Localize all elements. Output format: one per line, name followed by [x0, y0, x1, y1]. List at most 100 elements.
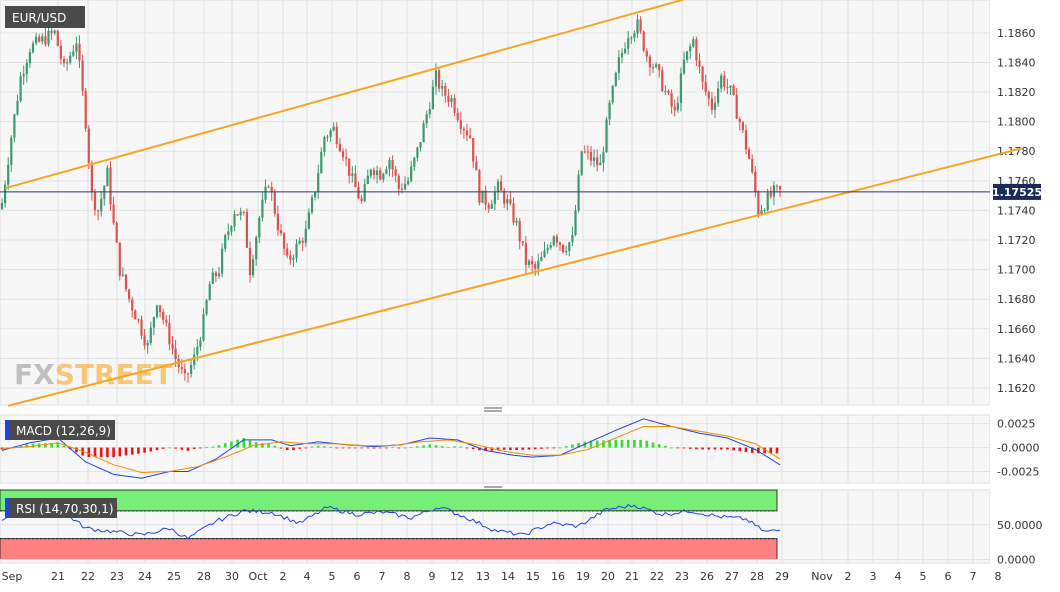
candle-body [676, 102, 679, 111]
candle-body [624, 48, 627, 54]
macd-histogram-bar [726, 447, 729, 450]
candle-body [264, 186, 267, 200]
macd-histogram-bar [639, 439, 642, 448]
candle-body [233, 214, 236, 227]
candle-body [775, 185, 779, 187]
macd-histogram-bar [434, 445, 438, 448]
x-tick-label: 19 [576, 570, 590, 583]
macd-histogram-bar [738, 447, 742, 452]
candle-body [754, 171, 757, 193]
macd-histogram-bar [403, 447, 407, 449]
macd-histogram-bar [502, 447, 506, 450]
candle-body [741, 122, 744, 131]
macd-histogram-bar [44, 443, 47, 448]
candle-body [670, 93, 673, 107]
macd-histogram-bar [459, 446, 463, 448]
candle-body [450, 98, 453, 102]
macd-histogram-bar [471, 447, 475, 450]
candle-body [326, 136, 329, 138]
rsi-line [1, 503, 781, 540]
current-price-badge [993, 183, 1041, 200]
candle-body [298, 240, 301, 244]
candle-body [335, 126, 338, 144]
candle-body [744, 130, 748, 150]
macd-histogram-bar [230, 441, 233, 448]
macd-histogram-bar [143, 447, 146, 453]
candle-body [475, 161, 478, 171]
macd-histogram-bar [496, 447, 500, 451]
candle-body [388, 159, 391, 170]
candle-body [456, 112, 459, 121]
x-tick-label: 5 [920, 570, 927, 583]
macd-histogram-bar [248, 440, 252, 448]
candle-body [757, 192, 760, 215]
candle-body [227, 231, 230, 236]
macd-histogram-bar [688, 447, 692, 449]
x-tick-label: 25 [167, 570, 181, 583]
macd-histogram-bar [292, 447, 295, 451]
macd-histogram-bar [335, 447, 339, 449]
candle-body [81, 60, 84, 91]
macd-histogram-bar [199, 447, 202, 449]
x-tick-label: 7 [379, 570, 386, 583]
macd-histogram-bar [682, 447, 686, 449]
macd-histogram-bar [707, 447, 711, 450]
x-tick-label: 9 [429, 570, 436, 583]
candle-body [16, 100, 19, 115]
candle-body [140, 319, 143, 336]
candle-body [338, 143, 341, 152]
macd-label: MACD (12,26,9) [16, 424, 111, 438]
candle-body [109, 167, 112, 205]
candle-body [596, 157, 599, 166]
candle-body [403, 183, 407, 190]
macd-histogram-bar [465, 447, 469, 449]
x-tick-label: 28 [750, 570, 764, 583]
macd-histogram-bar [657, 444, 661, 448]
macd-histogram-bar [310, 446, 314, 448]
candle-body [410, 166, 413, 181]
candle-body [248, 247, 252, 276]
candle-body [772, 185, 775, 197]
candle-body [379, 170, 382, 180]
macd-histogram-bar [372, 447, 376, 449]
candle-body [7, 164, 10, 185]
candle-body [589, 151, 593, 161]
candle-body [72, 51, 75, 56]
candle-body [537, 260, 540, 269]
macd-histogram-bar [428, 444, 432, 448]
candle-body [134, 310, 137, 320]
macd-histogram-bar [279, 447, 283, 449]
candle-body [53, 30, 56, 34]
candle-body [562, 244, 565, 253]
candle-body [469, 135, 472, 138]
macd-histogram-bar [589, 440, 593, 448]
candle-body [44, 36, 47, 45]
macd-histogram-bar [620, 439, 624, 448]
candle-body [614, 72, 617, 86]
candle-body [658, 64, 661, 71]
macd-histogram-bar [323, 446, 326, 448]
candle-body [90, 162, 93, 193]
macd-histogram-bar [347, 447, 351, 449]
macd-tick-label: 0.0025 [997, 418, 1036, 431]
price-tick-label: 1.1780 [997, 145, 1036, 158]
candle-body [196, 346, 199, 355]
x-tick-label: 6 [945, 570, 952, 583]
candle-body [199, 340, 202, 347]
macd-histogram-bar [341, 447, 345, 449]
macd-histogram-bar [124, 447, 128, 456]
candle-body [713, 102, 717, 110]
price-tick-label: 1.1620 [997, 382, 1036, 395]
candle-body [25, 63, 28, 75]
candle-body [397, 175, 400, 189]
candle-body [382, 173, 385, 180]
watermark-fx: FX [14, 358, 55, 391]
candle-body [729, 85, 732, 88]
candle-body [779, 186, 782, 190]
macd-histogram-bar [719, 447, 723, 450]
candle-body [735, 94, 738, 119]
candle-body [648, 56, 651, 68]
candle-body [87, 128, 90, 163]
macd-histogram-bar [298, 447, 301, 449]
candle-body [38, 36, 41, 42]
